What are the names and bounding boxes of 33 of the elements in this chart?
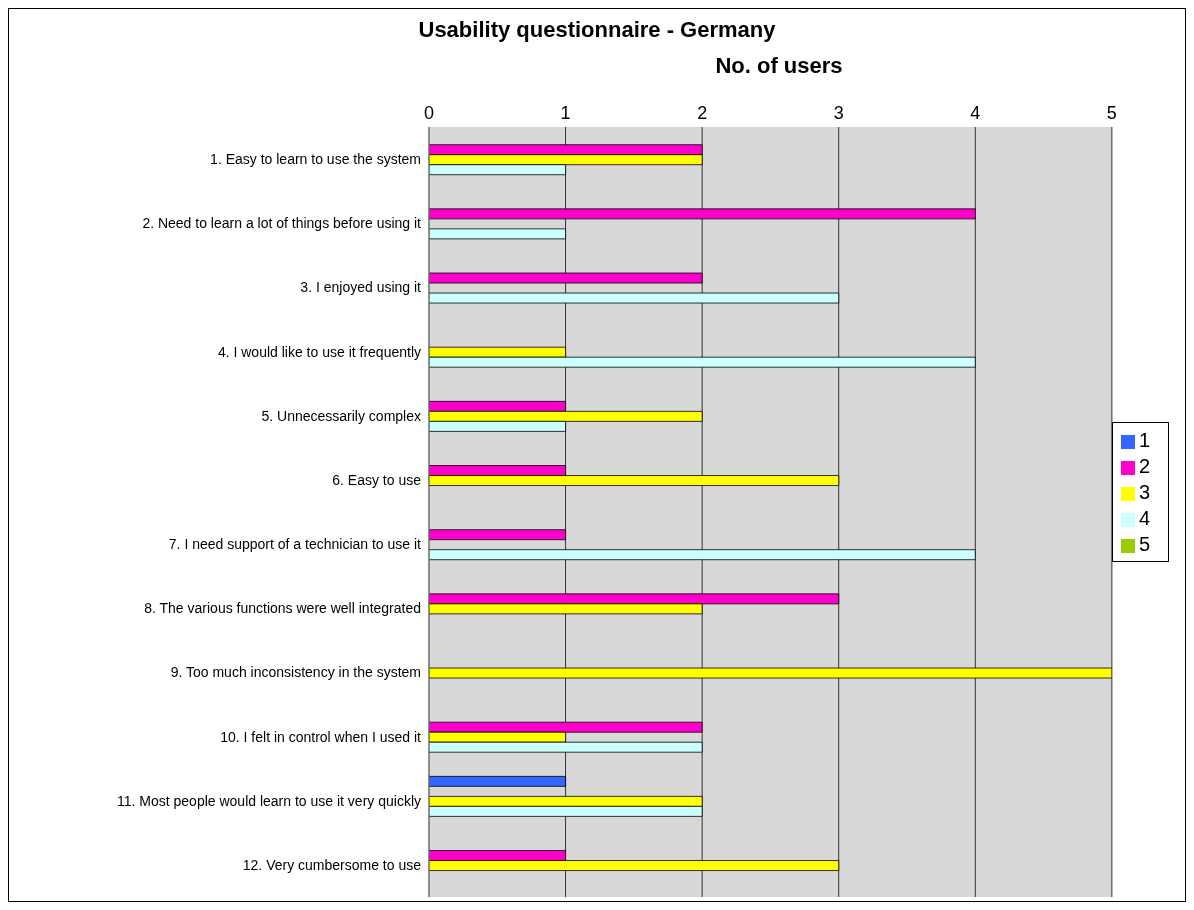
chart-title: Usability questionnaire - Germany bbox=[417, 16, 777, 43]
bar bbox=[429, 775, 566, 787]
y-tick-label: 3. I enjoyed using it bbox=[300, 279, 422, 296]
x-tick-label: 4 bbox=[970, 103, 981, 123]
y-tick-label: 5. Unnecessarily complex bbox=[261, 407, 421, 424]
y-tick-label: 7. I need support of a technician to use it bbox=[168, 536, 422, 553]
y-tick-label: 4. I would like to use it frequently bbox=[217, 343, 421, 360]
x-tick-label: 1 bbox=[560, 103, 571, 123]
y-tick-label: 8. The various functions were well integrated bbox=[144, 600, 421, 617]
x-axis-title: No. of users bbox=[714, 53, 844, 79]
bar bbox=[429, 208, 976, 220]
bar bbox=[429, 228, 566, 240]
legend-label: 2 bbox=[1138, 455, 1150, 477]
y-tick-label: 9. Too much inconsistency in the system bbox=[170, 664, 421, 681]
legend-label: 1 bbox=[1138, 429, 1150, 451]
y-tick-label: 6. Easy to use bbox=[332, 471, 422, 488]
y-tick-label: 1. Easy to learn to use the system bbox=[210, 151, 421, 168]
legend-label: 5 bbox=[1138, 533, 1150, 555]
bar bbox=[429, 529, 566, 541]
y-tick-label: 12. Very cumbersome to use bbox=[242, 856, 422, 873]
x-tick-label: 3 bbox=[833, 103, 844, 123]
y-tick-label: 11. Most people would learn to use it very quickly bbox=[116, 792, 421, 809]
bar bbox=[429, 667, 1112, 679]
bar bbox=[429, 292, 840, 304]
y-tick-label: 2. Need to learn a lot of things before using it bbox=[142, 215, 422, 232]
legend-label: 4 bbox=[1138, 507, 1150, 529]
bar bbox=[429, 549, 976, 561]
x-tick-label: 5 bbox=[1106, 103, 1117, 123]
bar bbox=[429, 272, 703, 284]
x-tick-label: 2 bbox=[697, 103, 708, 123]
y-tick-label: 10. I felt in control when I used it bbox=[220, 728, 422, 745]
legend-label: 3 bbox=[1138, 481, 1150, 503]
x-tick-label: 0 bbox=[423, 103, 435, 123]
